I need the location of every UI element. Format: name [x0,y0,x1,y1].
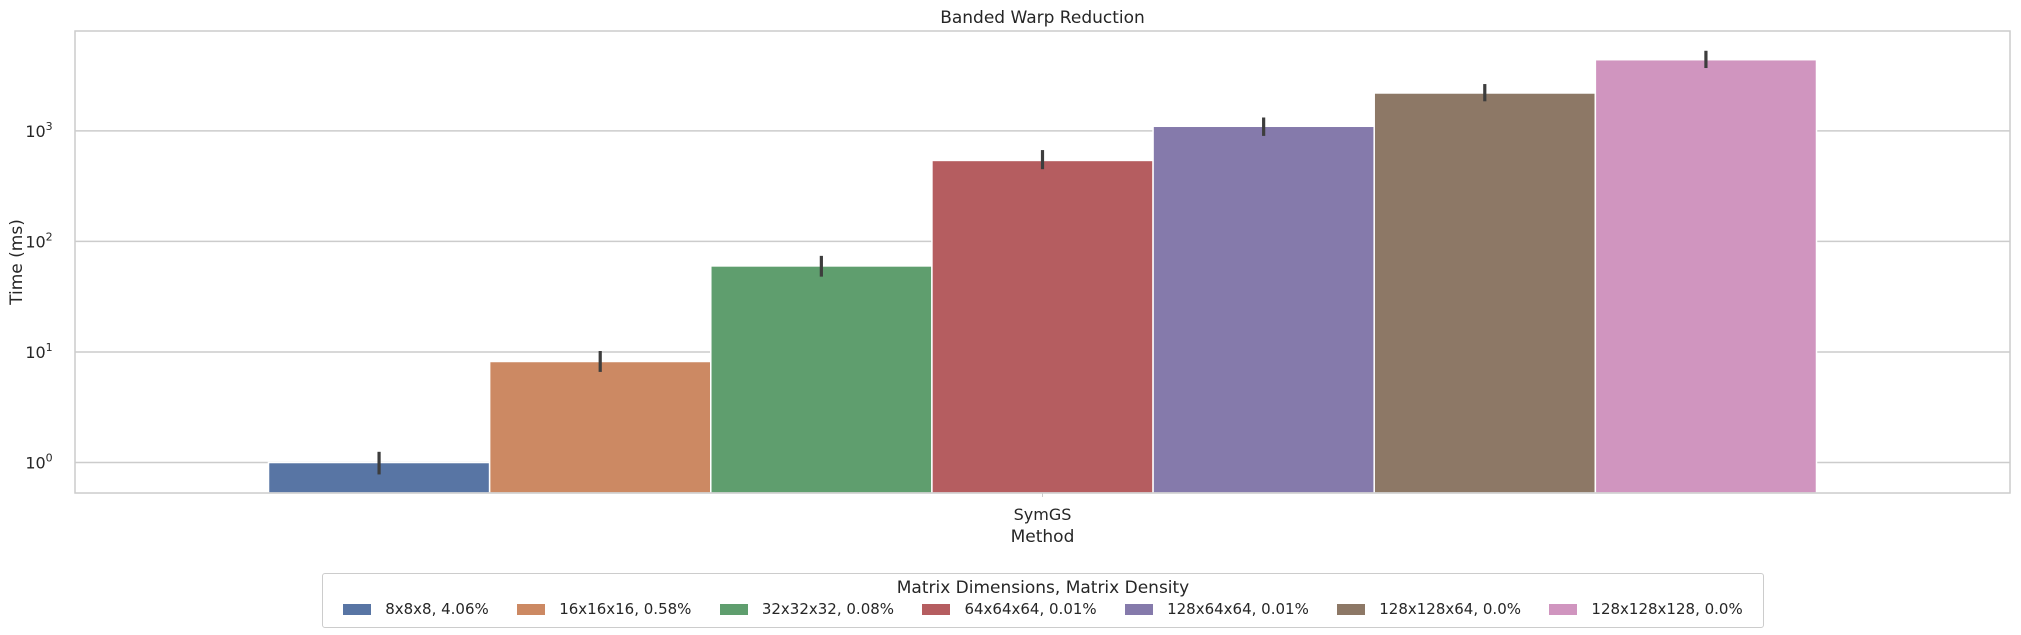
legend-entry: 64x64x64, 0.01% [922,600,1097,618]
legend-entry: 128x128x64, 0.0% [1337,600,1521,618]
legend-label: 128x128x64, 0.0% [1379,600,1521,618]
legend-entry: 8x8x8, 4.06% [343,600,489,618]
legend-swatch [517,603,546,615]
x-axis-label: Method [1011,527,1075,547]
y-axis-label: Time (ms) [7,219,27,306]
legend-label: 16x16x16, 0.58% [559,600,692,618]
legend-swatch [922,603,951,615]
bar [1594,58,1818,494]
legend-entry: 128x128x128, 0.0% [1549,600,1743,618]
bar [931,159,1154,494]
legend-label: 8x8x8, 4.06% [385,600,489,618]
x-tick-label: SymGS [1014,505,1072,524]
y-tick-label: 100 [25,452,52,473]
legend-swatch [719,603,748,615]
y-tick-label: 101 [25,341,52,362]
legend-items: 8x8x8, 4.06% 16x16x16, 0.58% 32x32x32, 0.0… [323,598,1763,618]
legend-title: Matrix Dimensions, Matrix Density [896,578,1190,598]
legend-swatch [1125,603,1154,615]
legend-label: 32x32x32, 0.08% [761,600,895,618]
x-axis-ticks: SymGS [1014,493,1072,524]
bar [1152,125,1375,494]
legend-entry: 16x16x16, 0.58% [517,600,691,618]
y-tick-label: 103 [25,120,52,141]
bar [1373,92,1597,494]
error-bars [377,50,1708,475]
y-tick-label: 102 [25,230,52,251]
bar [488,360,712,494]
legend-swatch [1549,603,1578,615]
legend-label: 128x128x128, 0.0% [1591,600,1743,618]
legend: Matrix Dimensions, Matrix Density 8x8x8,… [322,573,1764,628]
bar [710,265,933,494]
legend-entry: 32x32x32, 0.08% [719,600,895,618]
legend-label: 128x64x64, 0.01% [1167,600,1309,618]
legend-swatch [1337,603,1366,615]
y-axis-ticks: 100 101 102 103 [25,120,52,473]
legend-label: 64x64x64, 0.01% [964,600,1097,618]
legend-entry: 128x64x64, 0.01% [1125,600,1309,618]
bars [267,58,1818,494]
legend-swatch [343,603,372,615]
chart-title: Banded Warp Reduction [940,8,1145,28]
